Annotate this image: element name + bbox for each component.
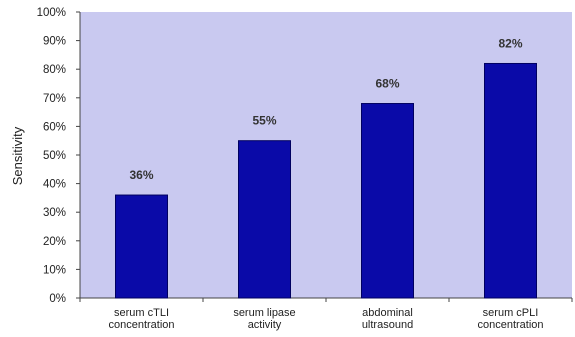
y-tick-label: 60% bbox=[43, 121, 66, 133]
x-category-label: ultrasound bbox=[362, 319, 413, 331]
y-tick-label: 50% bbox=[43, 150, 66, 162]
bar-data-label: 55% bbox=[252, 114, 276, 128]
y-axis-title: Sensitivity bbox=[10, 126, 25, 185]
bar-data-label: 68% bbox=[375, 77, 399, 91]
y-tick-label: 20% bbox=[43, 236, 66, 248]
y-tick-label: 0% bbox=[49, 293, 66, 305]
data-labels: 36% 55% 68% 82% bbox=[129, 36, 522, 182]
x-category-label: serum cPLI bbox=[483, 307, 539, 319]
bar bbox=[484, 62, 537, 299]
bar bbox=[361, 103, 414, 299]
y-tick-label: 40% bbox=[43, 179, 66, 191]
x-category-label: serum cTLI bbox=[114, 307, 169, 319]
x-category-label: concentration bbox=[108, 319, 174, 331]
x-category-label: concentration bbox=[477, 319, 543, 331]
x-category-label: activity bbox=[248, 319, 282, 331]
bar-data-label: 36% bbox=[129, 168, 153, 182]
y-tick-label: 80% bbox=[43, 64, 66, 76]
bar bbox=[238, 140, 291, 299]
x-category-label: abdominal bbox=[362, 307, 413, 319]
x-category-label: serum lipase bbox=[233, 307, 295, 319]
y-tick-label: 100% bbox=[37, 7, 66, 19]
bar-data-label: 82% bbox=[498, 36, 522, 50]
y-tick-label: 10% bbox=[43, 264, 66, 276]
y-tick-label: 90% bbox=[43, 36, 66, 48]
bar-series bbox=[115, 62, 537, 299]
y-axis: 0% 10% 20% 30% 40% 50% 60% 70% 80% 90% 100% bbox=[37, 7, 81, 305]
y-tick-label: 30% bbox=[43, 207, 66, 219]
y-tick-label: 70% bbox=[43, 93, 66, 105]
bar bbox=[115, 194, 168, 299]
